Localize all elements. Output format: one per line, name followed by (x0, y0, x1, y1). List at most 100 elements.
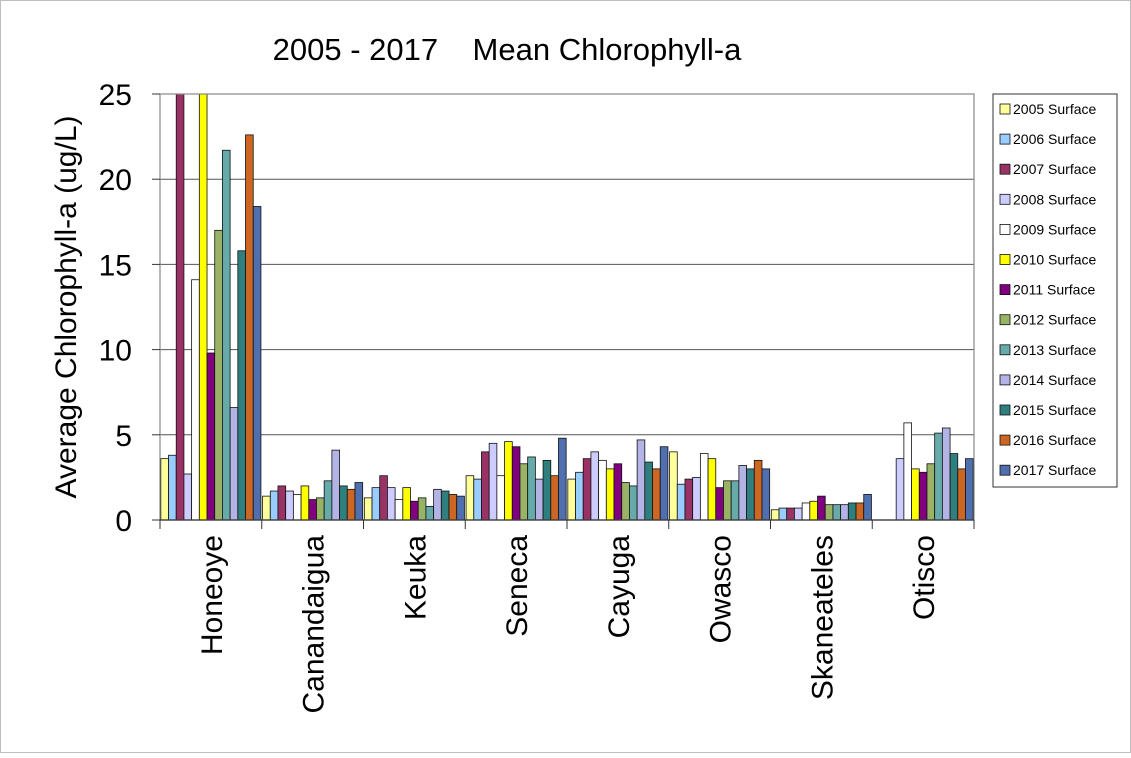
x-tick-label: Seneca (501, 535, 534, 637)
x-tick-label: Skaneateles (806, 535, 839, 700)
bar (448, 494, 458, 521)
bar (934, 432, 943, 521)
bar (809, 500, 818, 521)
bar (761, 468, 771, 521)
bar (488, 442, 498, 521)
bar (346, 488, 356, 521)
bar (605, 468, 615, 521)
bar (801, 502, 811, 521)
bar (237, 250, 246, 521)
bar (949, 453, 959, 521)
legend-label: 2016 Surface (1013, 432, 1096, 448)
bar (786, 507, 795, 521)
bar (911, 468, 920, 521)
bar (198, 93, 208, 521)
bar (496, 475, 505, 521)
legend-label: 2015 Surface (1013, 402, 1096, 418)
legend-swatch (999, 193, 1011, 205)
legend-label: 2006 Surface (1013, 131, 1096, 147)
legend-label: 2012 Surface (1013, 312, 1096, 328)
bar (206, 352, 216, 521)
bar (692, 476, 701, 521)
legend-label: 2005 Surface (1013, 101, 1096, 117)
bar (652, 468, 661, 521)
bar (394, 499, 404, 521)
bar (433, 488, 442, 521)
bar (723, 480, 732, 521)
bar (903, 422, 912, 521)
bar (339, 485, 348, 521)
legend-label: 2010 Surface (1013, 252, 1096, 268)
bar (707, 458, 717, 521)
bar (168, 454, 177, 521)
bar (191, 279, 200, 521)
bar (746, 468, 755, 521)
bar (582, 458, 592, 521)
bar (676, 483, 686, 521)
bar (659, 446, 669, 521)
bar (926, 463, 936, 521)
bar (481, 451, 490, 521)
legend-swatch (999, 223, 1011, 235)
bar (575, 471, 584, 521)
bar (229, 407, 239, 521)
bar (269, 490, 279, 521)
bar (753, 459, 763, 521)
bar (262, 495, 271, 521)
y-tick-label: 15 (99, 249, 132, 282)
legend-label: 2017 Surface (1013, 462, 1096, 478)
chart-title: 2005 - 2017 Mean Chlorophyll-a (273, 32, 742, 67)
bar (730, 480, 740, 521)
legend-swatch (999, 103, 1011, 115)
legend-swatch (999, 284, 1011, 296)
bar (918, 471, 928, 521)
legend-label: 2009 Surface (1013, 221, 1096, 237)
bar (440, 490, 450, 521)
bar (160, 458, 169, 521)
legend-swatch (999, 404, 1011, 416)
bar (542, 459, 552, 521)
bar (363, 497, 373, 521)
legend-swatch (999, 344, 1011, 356)
bar (527, 456, 536, 521)
bar (425, 505, 435, 521)
x-tick-label: Honeoye (196, 535, 229, 655)
legend: 2005 Surface 2006 Surface 2007 Surface 2008… (992, 93, 1118, 488)
bar (621, 482, 630, 521)
bar (847, 502, 857, 521)
bar (957, 468, 966, 521)
bar (402, 487, 411, 521)
bar (550, 475, 559, 521)
bar (715, 487, 724, 521)
bar (277, 485, 287, 521)
bar (863, 494, 872, 521)
bar (183, 473, 193, 521)
bar (613, 463, 623, 521)
legend-swatch (999, 374, 1011, 386)
bar (738, 465, 747, 521)
bar (222, 149, 231, 521)
legend-swatch (999, 254, 1011, 265)
bar (285, 490, 294, 521)
gridlines (160, 178, 974, 436)
bar (308, 499, 317, 521)
y-tick-label: 25 (99, 79, 132, 112)
bar (669, 451, 678, 521)
bar (473, 478, 482, 521)
bar (316, 497, 325, 521)
bar (770, 509, 780, 521)
legend-label: 2011 Surface (1013, 282, 1095, 298)
bar (567, 478, 576, 521)
legend-swatch (999, 464, 1011, 476)
bar (684, 478, 694, 521)
bar (590, 451, 600, 521)
legend-swatch (999, 133, 1011, 145)
bar (941, 427, 951, 521)
bar (895, 458, 905, 521)
bar (410, 500, 419, 521)
bar (644, 461, 653, 521)
bar (252, 206, 262, 521)
x-tick-label: Keuka (399, 535, 432, 620)
